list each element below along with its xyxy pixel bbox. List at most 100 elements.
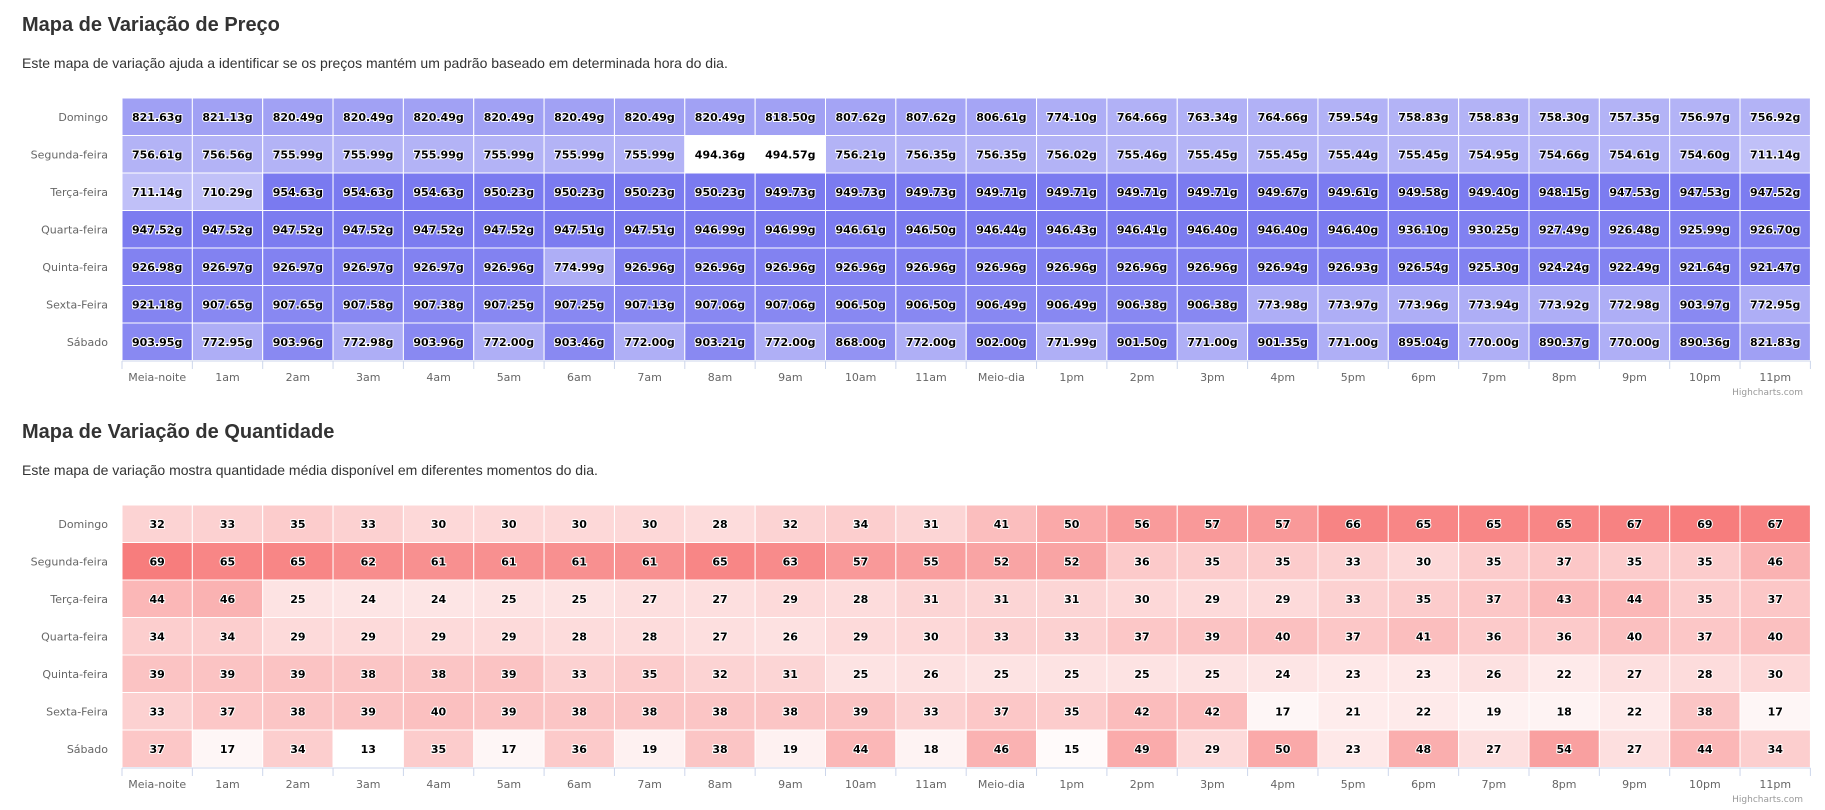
price-cell[interactable] xyxy=(965,210,1038,249)
price-cell[interactable] xyxy=(332,135,404,174)
price-cell[interactable] xyxy=(1458,97,1530,136)
price-cell[interactable] xyxy=(1317,172,1389,211)
price-cell[interactable] xyxy=(1458,322,1530,361)
price-cell[interactable] xyxy=(1317,135,1389,174)
quantity-cell[interactable] xyxy=(1387,692,1460,731)
quantity-cell[interactable] xyxy=(1036,542,1108,581)
quantity-cell[interactable] xyxy=(332,617,404,656)
price-cell[interactable] xyxy=(121,247,193,286)
price-cell[interactable] xyxy=(825,172,897,211)
quantity-cell[interactable] xyxy=(473,654,545,693)
price-cell[interactable] xyxy=(1176,247,1249,286)
price-cell[interactable] xyxy=(895,322,967,361)
quantity-cell[interactable] xyxy=(613,542,686,581)
quantity-cell[interactable] xyxy=(1387,617,1460,656)
price-cell[interactable] xyxy=(1387,210,1460,249)
quantity-cell[interactable] xyxy=(684,579,756,618)
price-cell[interactable] xyxy=(191,210,264,249)
price-cell[interactable] xyxy=(1669,322,1741,361)
price-cell[interactable] xyxy=(1387,247,1460,286)
price-cell[interactable] xyxy=(1458,172,1530,211)
quantity-cell[interactable] xyxy=(684,542,756,581)
quantity-cell[interactable] xyxy=(895,729,967,768)
quantity-cell[interactable] xyxy=(1317,654,1389,693)
price-cell[interactable] xyxy=(543,322,615,361)
quantity-cell[interactable] xyxy=(1176,654,1249,693)
quantity-cell[interactable] xyxy=(191,579,264,618)
quantity-cell[interactable] xyxy=(613,692,686,731)
quantity-cell[interactable] xyxy=(825,617,897,656)
price-cell[interactable] xyxy=(1528,172,1600,211)
price-cell[interactable] xyxy=(825,210,897,249)
quantity-cell[interactable] xyxy=(895,504,967,543)
price-cell[interactable] xyxy=(1106,247,1178,286)
price-cell[interactable] xyxy=(825,135,897,174)
quantity-cell[interactable] xyxy=(1739,542,1811,581)
quantity-cell[interactable] xyxy=(1106,729,1178,768)
price-cell[interactable] xyxy=(1387,97,1460,136)
quantity-cell[interactable] xyxy=(825,579,897,618)
quantity-cell[interactable] xyxy=(402,729,475,768)
quantity-cell[interactable] xyxy=(191,617,264,656)
quantity-cell[interactable] xyxy=(473,692,545,731)
quantity-cell[interactable] xyxy=(1247,617,1319,656)
price-cell[interactable] xyxy=(191,322,264,361)
price-cell[interactable] xyxy=(613,322,686,361)
quantity-cell[interactable] xyxy=(332,542,404,581)
price-cell[interactable] xyxy=(402,247,475,286)
price-cell[interactable] xyxy=(965,247,1038,286)
price-cell[interactable] xyxy=(895,210,967,249)
price-cell[interactable] xyxy=(1036,135,1108,174)
quantity-cell[interactable] xyxy=(262,617,334,656)
price-cell[interactable] xyxy=(1176,322,1249,361)
quantity-cell[interactable] xyxy=(1176,504,1249,543)
quantity-cell[interactable] xyxy=(332,654,404,693)
price-cell[interactable] xyxy=(895,97,967,136)
quantity-cell[interactable] xyxy=(1598,504,1671,543)
quantity-cell[interactable] xyxy=(1528,579,1600,618)
price-cell[interactable] xyxy=(895,172,967,211)
quantity-cell[interactable] xyxy=(1669,654,1741,693)
quantity-cell[interactable] xyxy=(1528,617,1600,656)
quantity-cell[interactable] xyxy=(825,654,897,693)
quantity-cell[interactable] xyxy=(1739,692,1811,731)
quantity-cell[interactable] xyxy=(191,504,264,543)
price-cell[interactable] xyxy=(332,97,404,136)
quantity-cell[interactable] xyxy=(1598,579,1671,618)
quantity-cell[interactable] xyxy=(1247,654,1319,693)
quantity-cell[interactable] xyxy=(1458,692,1530,731)
price-cell[interactable] xyxy=(473,172,545,211)
quantity-cell[interactable] xyxy=(754,542,827,581)
quantity-cell[interactable] xyxy=(543,617,615,656)
price-cell[interactable] xyxy=(1739,97,1811,136)
price-cell[interactable] xyxy=(262,322,334,361)
quantity-cell[interactable] xyxy=(332,692,404,731)
quantity-cell[interactable] xyxy=(121,729,193,768)
quantity-cell[interactable] xyxy=(402,654,475,693)
price-cell[interactable] xyxy=(1739,172,1811,211)
price-cell[interactable] xyxy=(684,247,756,286)
quantity-cell[interactable] xyxy=(1669,729,1741,768)
price-cell[interactable] xyxy=(1669,135,1741,174)
quantity-cell[interactable] xyxy=(262,654,334,693)
quantity-cell[interactable] xyxy=(1387,542,1460,581)
price-cell[interactable] xyxy=(1669,247,1741,286)
price-cell[interactable] xyxy=(262,285,334,324)
price-cell[interactable] xyxy=(1247,172,1319,211)
price-cell[interactable] xyxy=(262,97,334,136)
price-cell[interactable] xyxy=(1458,247,1530,286)
quantity-cell[interactable] xyxy=(121,654,193,693)
price-cell[interactable] xyxy=(1387,172,1460,211)
price-cell[interactable] xyxy=(1739,247,1811,286)
quantity-cell[interactable] xyxy=(402,504,475,543)
quantity-cell[interactable] xyxy=(1036,579,1108,618)
price-cell[interactable] xyxy=(402,210,475,249)
price-cell[interactable] xyxy=(825,285,897,324)
quantity-cell[interactable] xyxy=(402,692,475,731)
price-cell[interactable] xyxy=(1528,285,1600,324)
price-cell[interactable] xyxy=(1528,322,1600,361)
quantity-cell[interactable] xyxy=(1317,504,1389,543)
quantity-cell[interactable] xyxy=(473,617,545,656)
quantity-cell[interactable] xyxy=(191,729,264,768)
price-cell[interactable] xyxy=(332,322,404,361)
